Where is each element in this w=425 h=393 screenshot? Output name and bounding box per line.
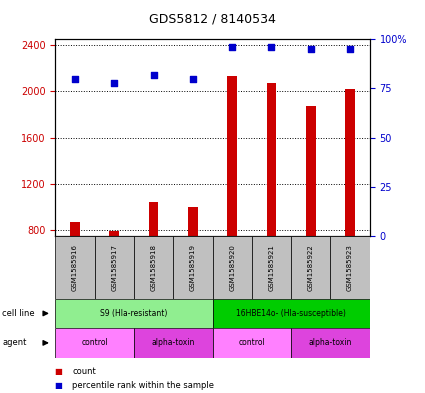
Text: count: count [72,367,96,376]
Point [229,44,235,50]
Bar [70,222,80,236]
Text: GSM1585921: GSM1585921 [269,244,275,291]
Point [268,44,275,50]
Text: GDS5812 / 8140534: GDS5812 / 8140534 [149,13,276,26]
Text: GSM1585920: GSM1585920 [229,244,235,291]
Text: GSM1585918: GSM1585918 [150,244,156,291]
Bar [252,236,291,299]
Point [111,79,118,86]
Bar [212,328,291,358]
Text: ■: ■ [55,367,66,376]
Text: GSM1585919: GSM1585919 [190,244,196,291]
Point [190,75,196,82]
Point [150,72,157,78]
Text: alpha-toxin: alpha-toxin [309,338,352,347]
Text: percentile rank within the sample: percentile rank within the sample [72,381,214,389]
Bar [109,231,119,236]
Bar [55,328,134,358]
Bar [306,107,316,236]
Text: control: control [81,338,108,347]
Bar [227,76,237,236]
Text: ■: ■ [55,381,66,389]
Point [71,75,78,82]
Text: GSM1585923: GSM1585923 [347,244,353,291]
Bar [291,236,331,299]
Text: GSM1585922: GSM1585922 [308,244,314,290]
Text: cell line: cell line [2,309,35,318]
Bar [331,236,370,299]
Text: GSM1585916: GSM1585916 [72,244,78,291]
Text: alpha-toxin: alpha-toxin [151,338,195,347]
Text: GSM1585917: GSM1585917 [111,244,117,291]
Text: control: control [238,338,265,347]
Bar [173,236,212,299]
Bar [291,328,370,358]
Bar [55,236,94,299]
Bar [134,236,173,299]
Bar [188,207,198,236]
Bar [212,299,370,328]
Bar [94,236,134,299]
Bar [212,236,252,299]
Bar [55,299,212,328]
Bar [149,202,159,236]
Text: 16HBE14o- (Hla-susceptible): 16HBE14o- (Hla-susceptible) [236,309,346,318]
Point [307,46,314,52]
Bar [134,328,212,358]
Point [347,46,354,52]
Text: S9 (Hla-resistant): S9 (Hla-resistant) [100,309,167,318]
Bar [266,83,276,236]
Bar [345,89,355,236]
Text: agent: agent [2,338,26,347]
